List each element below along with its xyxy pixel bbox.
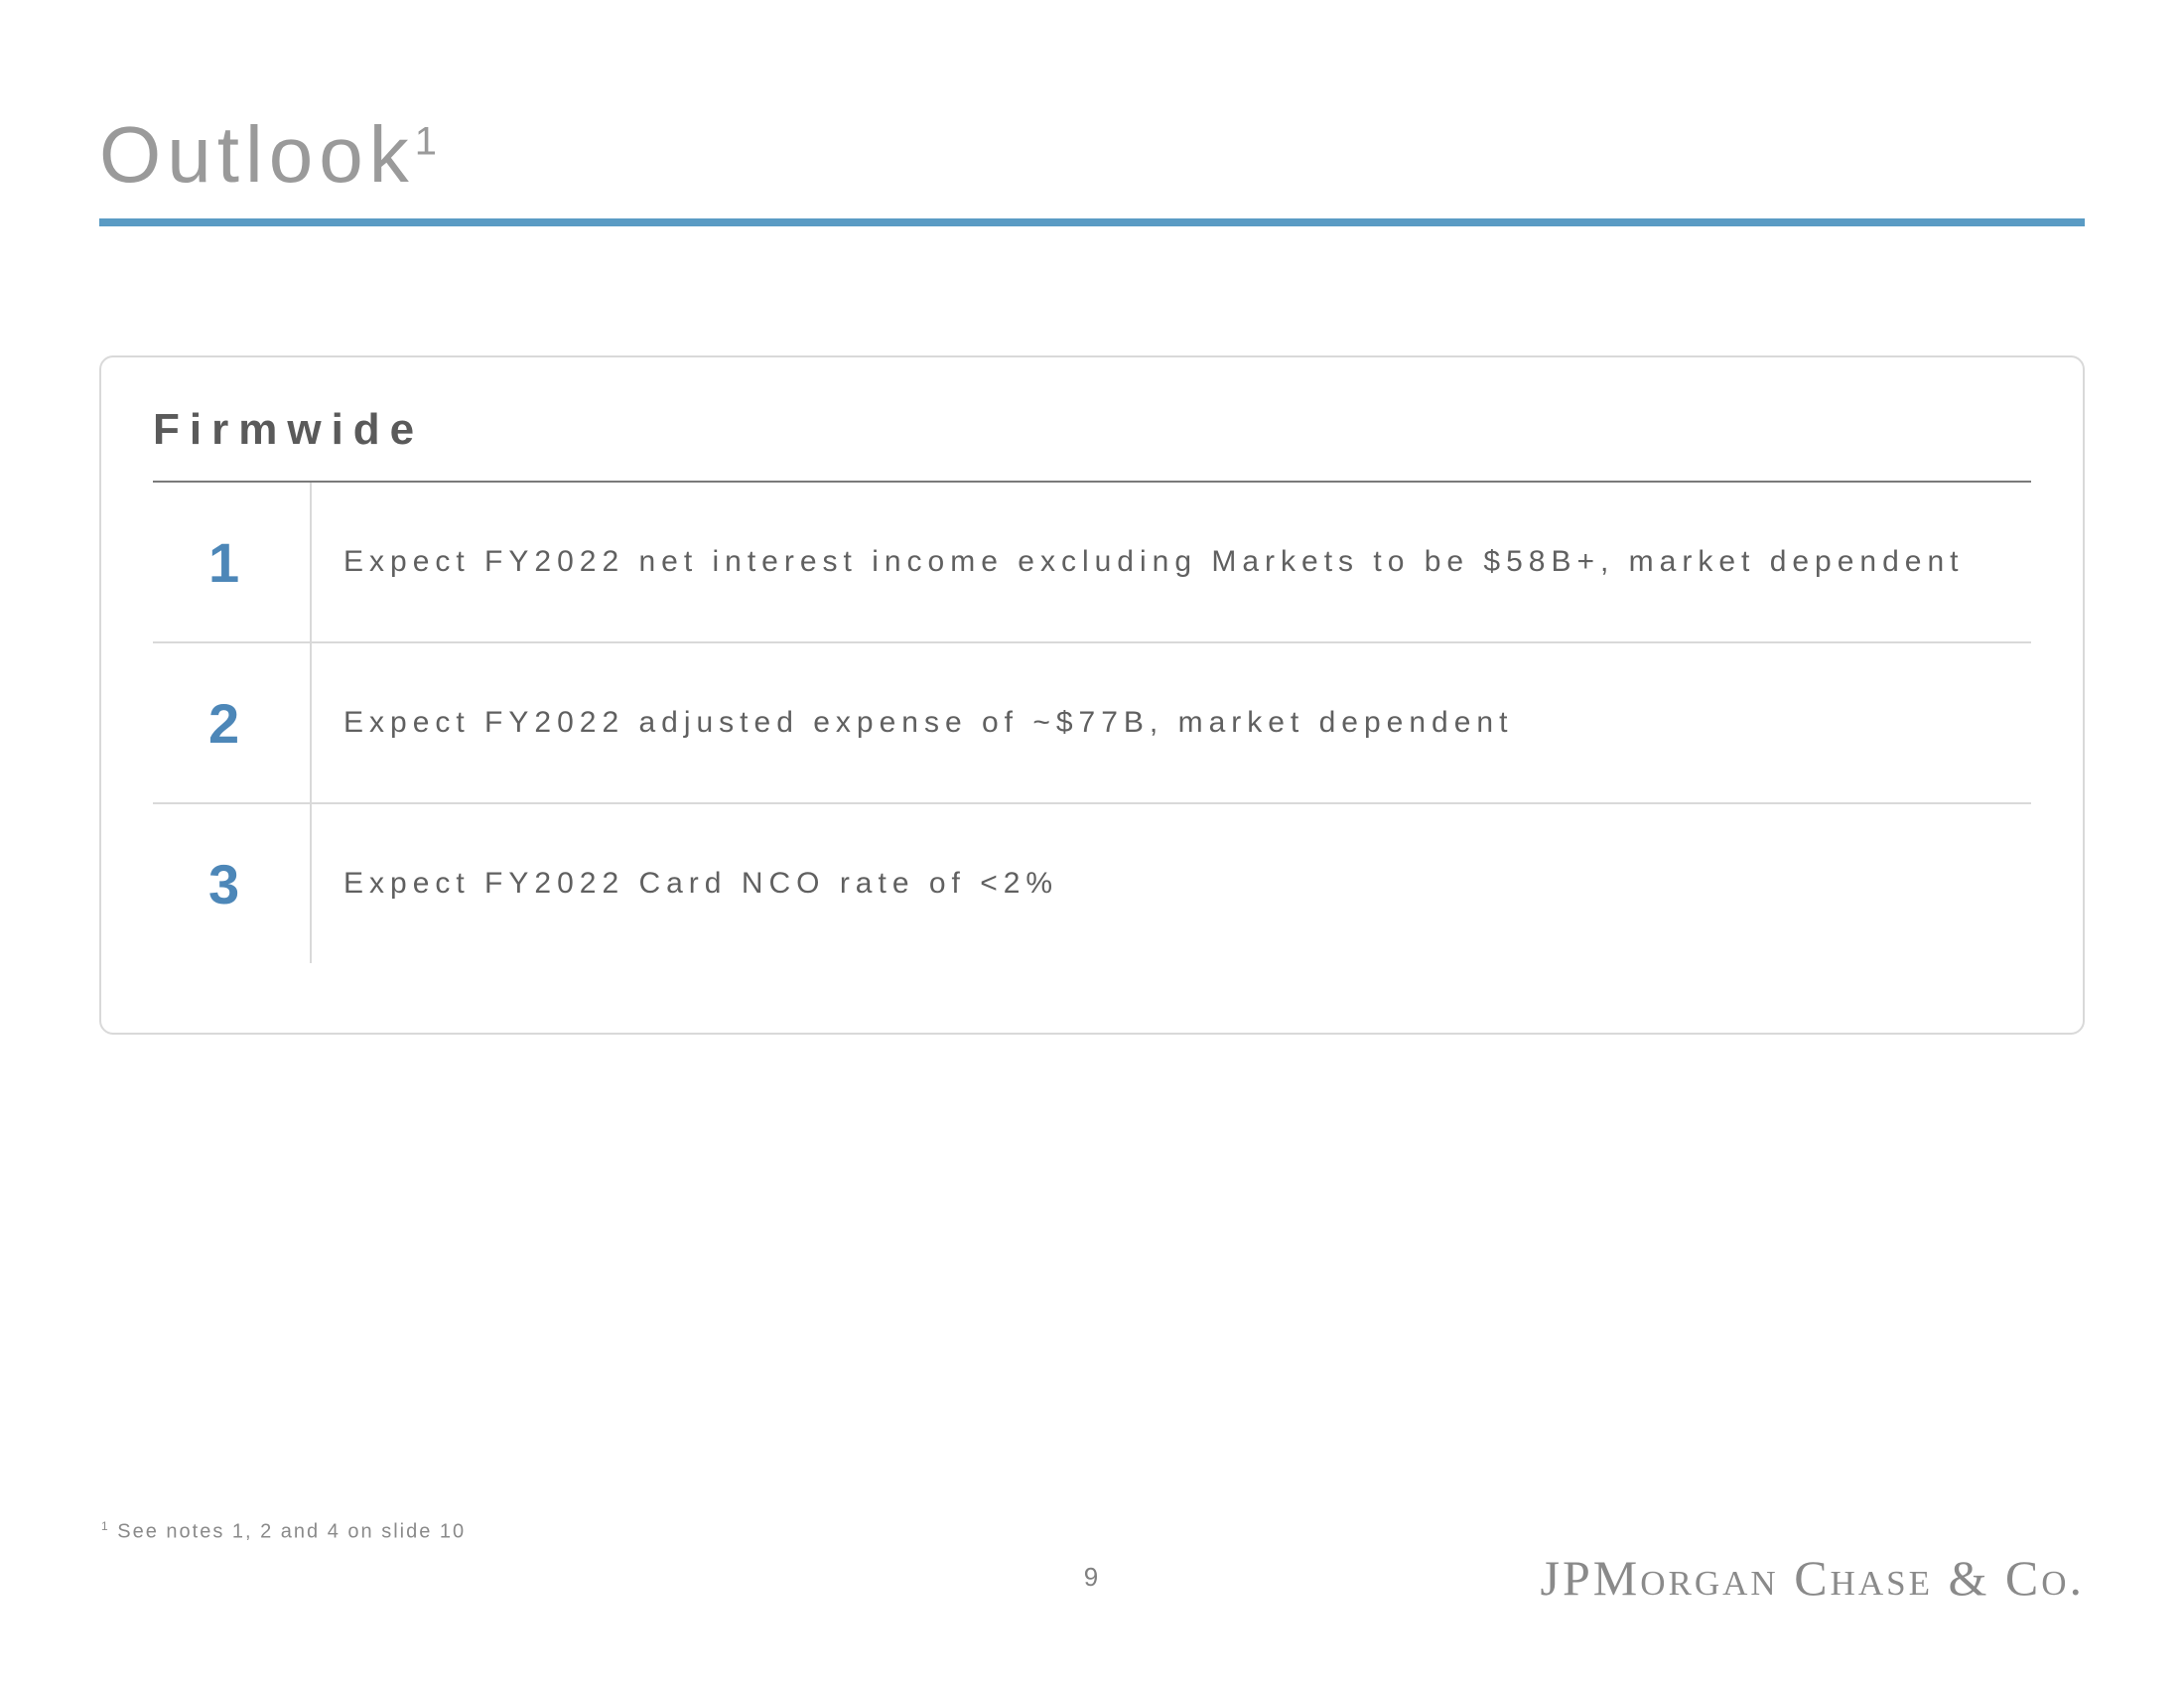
list-item: 2 Expect FY2022 adjusted expense of ~$77…	[153, 643, 2031, 802]
logo-co: Co.	[1989, 1550, 2085, 1606]
list-item: 1 Expect FY2022 net interest income excl…	[153, 483, 2031, 641]
list-item-text: Expect FY2022 Card NCO rate of <2%	[343, 867, 1058, 900]
list-item: 3 Expect FY2022 Card NCO rate of <2%	[153, 804, 2031, 963]
jpmorgan-chase-logo: JPMorgan Chase & Co.	[1541, 1549, 2085, 1607]
page-number: 9	[1084, 1562, 1100, 1593]
list-item-text-cell: Expect FY2022 adjusted expense of ~$77B,…	[312, 706, 2031, 740]
list-item-number: 3	[208, 852, 241, 916]
logo-ampersand: &	[1948, 1550, 1989, 1606]
list-item-number-cell: 3	[153, 804, 312, 963]
list-item-number: 2	[208, 691, 241, 756]
title-row: Outlook1	[99, 109, 2085, 201]
accent-rule	[99, 218, 2085, 226]
panel-heading: Firmwide	[153, 405, 2031, 455]
list-item-text: Expect FY2022 adjusted expense of ~$77B,…	[343, 706, 1513, 739]
firmwide-panel: Firmwide 1 Expect FY2022 net interest in…	[99, 355, 2085, 1035]
logo-chase: Chase	[1794, 1550, 1948, 1606]
slide-title: Outlook1	[99, 109, 437, 201]
footnote-text: See notes 1, 2 and 4 on slide 10	[110, 1521, 466, 1543]
list-item-number-cell: 1	[153, 483, 312, 641]
list-item-number: 1	[208, 530, 241, 595]
logo-morgan: Morgan	[1593, 1550, 1794, 1606]
slide-title-superscript: 1	[415, 119, 437, 163]
list-item-text: Expect FY2022 net interest income exclud…	[343, 545, 1965, 578]
footnote-superscript: 1	[101, 1519, 110, 1533]
list-item-text-cell: Expect FY2022 net interest income exclud…	[312, 545, 2031, 579]
list-item-text-cell: Expect FY2022 Card NCO rate of <2%	[312, 867, 2031, 901]
logo-jp: JP	[1541, 1550, 1593, 1606]
slide: Outlook1 Firmwide 1 Expect FY2022 net in…	[0, 0, 2184, 1688]
list-item-number-cell: 2	[153, 643, 312, 802]
slide-title-text: Outlook	[99, 110, 415, 199]
footnote: 1 See notes 1, 2 and 4 on slide 10	[101, 1519, 466, 1544]
